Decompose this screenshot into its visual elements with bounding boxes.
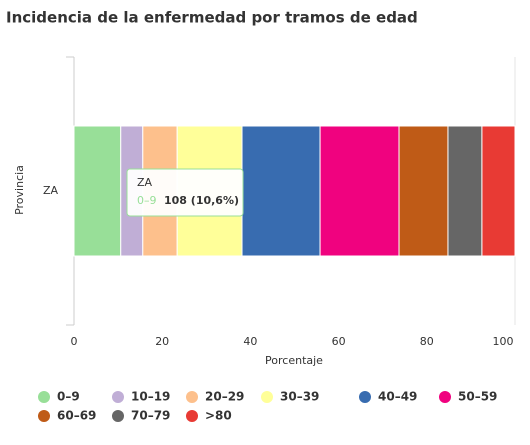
tooltip-box <box>126 168 244 217</box>
tooltip-series: 0–9 <box>137 194 157 207</box>
tooltip-category: ZA <box>137 176 153 189</box>
chart-title: Incidencia de la enfermedad por tramos d… <box>6 9 418 27</box>
bar-segment <box>398 125 449 257</box>
tooltip-value: 108 (10,6%) <box>164 194 239 207</box>
x-tick-label: 40 <box>243 335 257 348</box>
x-tick-label: 20 <box>155 335 169 348</box>
legend-marker <box>261 391 273 403</box>
x-tick-label: 80 <box>420 335 434 348</box>
legend-marker <box>38 410 50 422</box>
legend-label: 30–39 <box>280 390 319 404</box>
legend-label: 70–79 <box>131 409 170 423</box>
bar-segment <box>73 125 122 257</box>
x-tick-label: 60 <box>332 335 346 348</box>
legend-marker <box>38 391 50 403</box>
legend-label: 0–9 <box>57 390 80 404</box>
x-axis-title: Porcentaje <box>265 354 323 367</box>
x-tick-label: 100 <box>493 335 514 348</box>
legend-label: 60–69 <box>57 409 96 423</box>
legend-marker <box>112 410 124 422</box>
bar-segment <box>481 125 516 257</box>
bar-segment <box>241 125 321 257</box>
bar-segment <box>319 125 400 257</box>
y-tick-label: ZA <box>43 184 59 197</box>
legend-marker <box>186 410 198 422</box>
legend-label: 10–19 <box>131 390 170 404</box>
legend-marker <box>186 391 198 403</box>
tooltip: ZA 0–9 108 (10,6%) <box>126 168 244 217</box>
legend-marker <box>112 391 124 403</box>
legend-label: 50–59 <box>458 390 497 404</box>
legend-label: 40–49 <box>378 390 417 404</box>
y-axis-title: Provincia <box>13 165 26 215</box>
x-tick-label: 0 <box>71 335 78 348</box>
legend-marker <box>439 391 451 403</box>
legend-label: >80 <box>205 409 232 423</box>
legend-label: 20–29 <box>205 390 244 404</box>
legend-marker <box>359 391 371 403</box>
bar-segment <box>447 125 483 257</box>
